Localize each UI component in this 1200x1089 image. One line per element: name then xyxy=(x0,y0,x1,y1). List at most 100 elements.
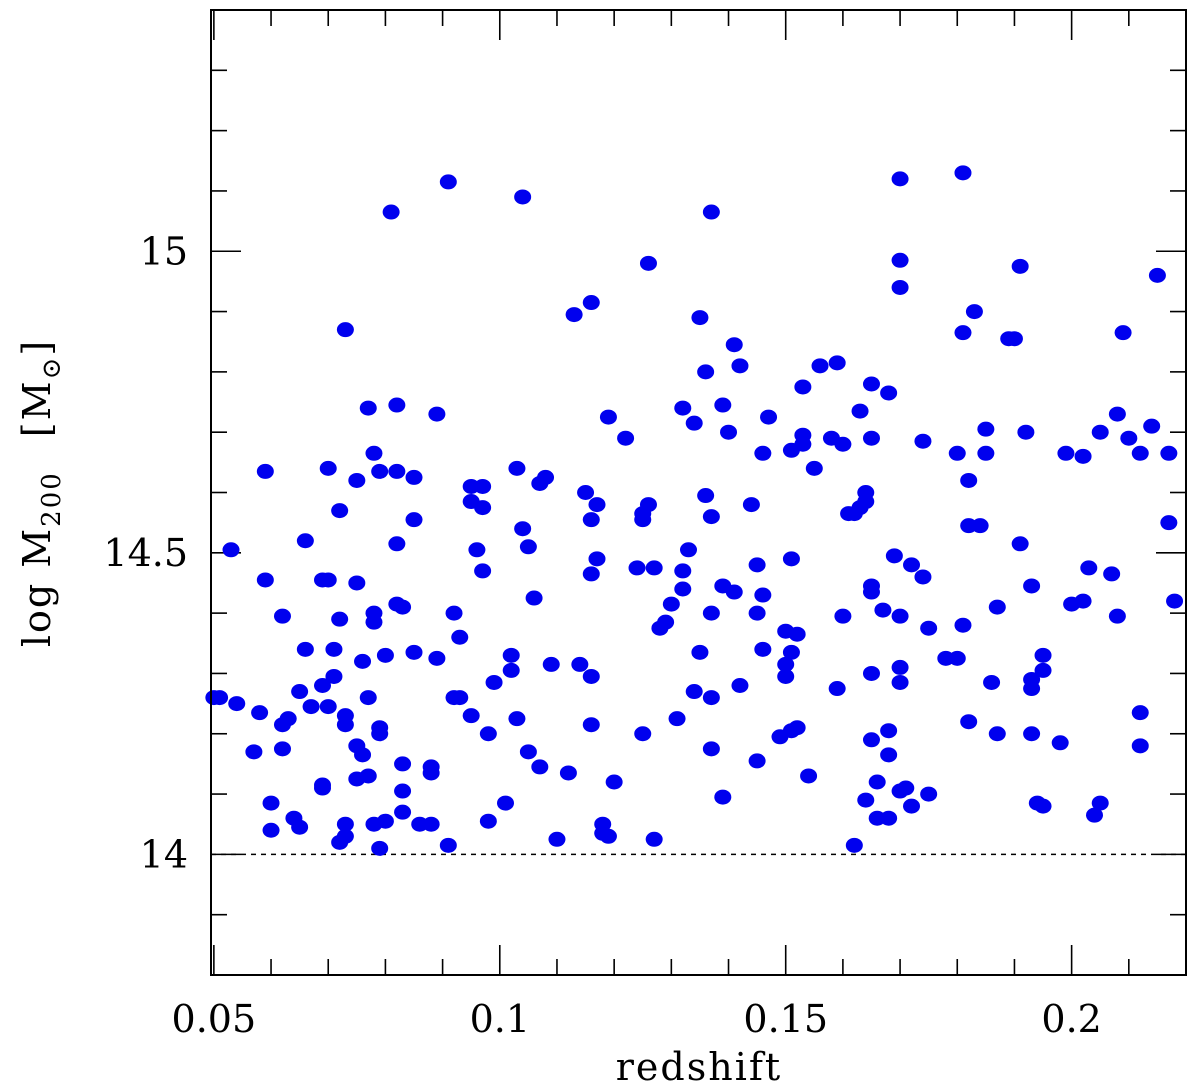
data-point xyxy=(960,714,978,730)
data-point xyxy=(296,641,314,657)
data-point xyxy=(394,599,412,615)
data-point xyxy=(1160,445,1178,461)
data-point xyxy=(891,659,909,675)
data-point xyxy=(582,295,600,311)
data-point xyxy=(508,711,526,727)
data-point xyxy=(582,717,600,733)
data-point xyxy=(914,569,932,585)
data-point xyxy=(954,325,972,341)
data-point xyxy=(548,831,566,847)
data-point xyxy=(508,460,526,476)
data-point xyxy=(903,798,921,814)
data-point xyxy=(634,726,652,742)
data-point xyxy=(988,726,1006,742)
data-point xyxy=(788,626,806,642)
data-point xyxy=(502,662,520,678)
data-point xyxy=(862,665,880,681)
data-point xyxy=(273,741,291,757)
data-point xyxy=(988,599,1006,615)
data-point xyxy=(376,647,394,663)
data-point xyxy=(697,364,715,380)
data-point xyxy=(617,430,635,446)
data-point xyxy=(954,165,972,181)
data-point xyxy=(388,536,406,552)
data-point xyxy=(365,445,383,461)
data-point xyxy=(262,822,280,838)
data-point xyxy=(845,837,863,853)
data-point xyxy=(519,744,537,760)
x-tick-labels: 0.05 0.1 0.15 0.2 xyxy=(172,997,1102,1041)
data-point xyxy=(748,753,766,769)
data-point xyxy=(422,765,440,781)
data-point xyxy=(954,617,972,633)
data-point xyxy=(742,497,760,513)
y-axis-title: log M200 [M⊙] xyxy=(15,339,67,647)
data-point xyxy=(920,620,938,636)
data-point xyxy=(605,774,623,790)
data-point xyxy=(599,409,617,425)
data-point xyxy=(657,614,675,630)
data-point xyxy=(359,768,377,784)
data-point xyxy=(702,690,720,706)
data-point xyxy=(451,690,469,706)
data-point xyxy=(811,358,829,374)
data-point xyxy=(485,674,503,690)
data-point xyxy=(862,732,880,748)
data-point xyxy=(948,445,966,461)
data-point xyxy=(828,681,846,697)
data-point xyxy=(674,400,692,416)
data-point xyxy=(645,831,663,847)
data-point xyxy=(691,644,709,660)
data-point xyxy=(497,795,515,811)
data-points xyxy=(205,165,1184,856)
data-point xyxy=(1091,795,1109,811)
data-point xyxy=(674,563,692,579)
data-point xyxy=(891,279,909,295)
data-point xyxy=(1086,807,1104,823)
data-point xyxy=(365,605,383,621)
y-axis-title-unit-open: [M xyxy=(15,379,59,437)
data-point xyxy=(891,252,909,268)
x-tick-label: 0.1 xyxy=(470,997,530,1041)
data-point xyxy=(359,690,377,706)
data-point xyxy=(1011,258,1029,274)
data-point xyxy=(474,563,492,579)
data-point xyxy=(948,650,966,666)
data-point xyxy=(256,572,274,588)
data-point xyxy=(451,629,469,645)
data-point xyxy=(1074,593,1092,609)
data-point xyxy=(565,307,583,323)
data-point xyxy=(857,792,875,808)
data-point xyxy=(325,641,343,657)
data-point xyxy=(348,472,366,488)
data-point xyxy=(354,747,372,763)
data-point xyxy=(514,189,532,205)
data-point xyxy=(336,717,354,733)
data-point xyxy=(754,641,772,657)
data-point xyxy=(725,584,743,600)
data-point xyxy=(645,560,663,576)
data-point xyxy=(880,810,898,826)
data-point xyxy=(874,602,892,618)
data-point xyxy=(331,611,349,627)
data-point xyxy=(897,780,915,796)
data-point xyxy=(1160,515,1178,531)
data-point xyxy=(880,385,898,401)
data-point xyxy=(428,406,446,422)
data-point xyxy=(903,557,921,573)
data-point xyxy=(1166,593,1184,609)
data-point xyxy=(519,539,537,555)
data-point xyxy=(788,720,806,736)
data-point xyxy=(1143,418,1161,434)
data-point xyxy=(834,608,852,624)
data-point xyxy=(296,533,314,549)
data-point xyxy=(228,696,246,712)
data-point xyxy=(639,497,657,513)
data-point xyxy=(725,337,743,353)
data-point xyxy=(668,711,686,727)
data-point xyxy=(1148,267,1166,283)
data-point xyxy=(582,512,600,528)
x-tick-label: 0.15 xyxy=(743,997,828,1041)
data-point xyxy=(474,478,492,494)
